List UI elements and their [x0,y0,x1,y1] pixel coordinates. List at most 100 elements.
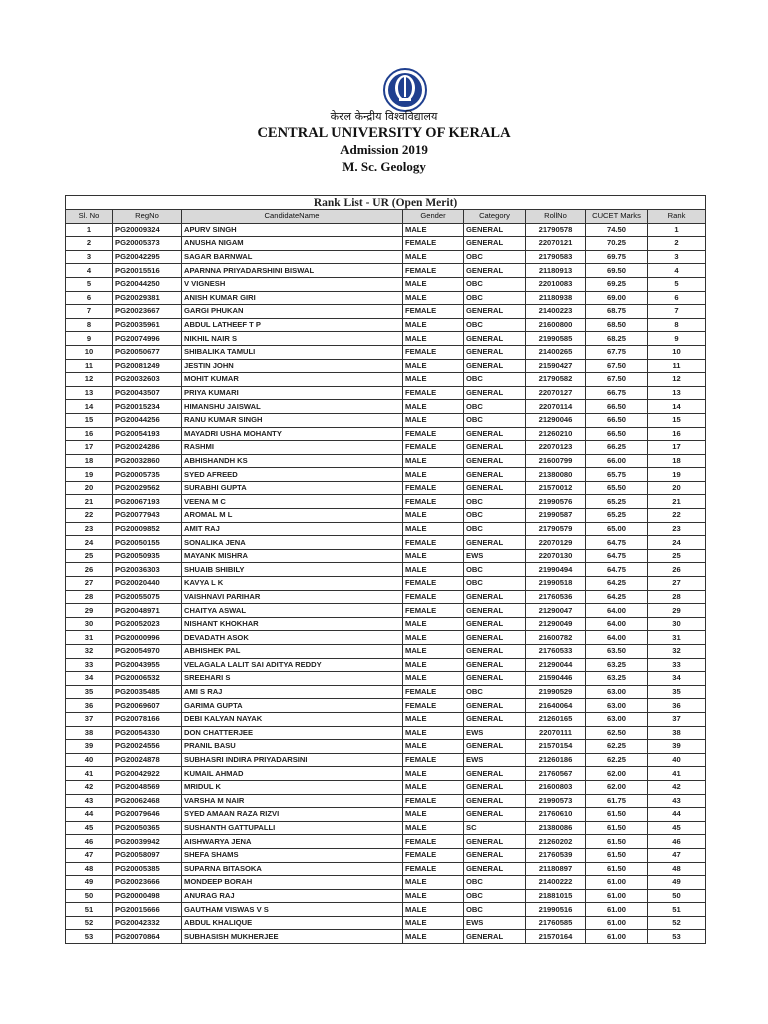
cell-rank: 46 [646,834,707,849]
cell-sl-no: 33 [65,657,113,673]
cell-reg-no: PG20050155 [112,535,182,550]
cell-rank: 43 [646,793,707,809]
cell-category: OBC [463,684,526,700]
cell-cucet-marks: 66.00 [585,453,648,469]
cell-reg-no: PG20054330 [112,725,182,741]
cell-gender: MALE [402,888,464,904]
cell-roll-no: 21600782 [525,630,586,645]
cell-cucet-marks: 66.25 [585,440,648,455]
cell-category: OBC [463,576,526,591]
cell-roll-no: 21990518 [525,576,586,591]
cell-rank: 50 [646,888,707,904]
cell-cucet-marks: 63.00 [585,698,648,713]
cell-candidate-name: PRIYA KUMARI [181,385,403,401]
table-row: 10 PG20050677 SHIBALIKA TAMULI FEMALE GENERA… [65,344,707,360]
cell-roll-no: 21600800 [525,317,586,333]
table-row: 13 PG20043507 PRIYA KUMARI FEMALE GENERAL 220… [65,385,707,401]
cell-gender: MALE [402,562,464,578]
cell-candidate-name: SAGAR BARNWAL [181,249,403,265]
cell-sl-no: 14 [65,399,113,414]
cell-cucet-marks: 65.25 [585,508,648,523]
cell-candidate-name: KAVYA L K [181,576,403,591]
cell-category: OBC [463,508,526,523]
cell-gender: MALE [402,766,464,781]
cell-roll-no: 21400222 [525,875,586,890]
cell-roll-no: 22070123 [525,440,586,455]
cell-rank: 9 [646,331,707,346]
cell-candidate-name: ANUSHA NIGAM [181,236,403,251]
cell-reg-no: PG20043955 [112,657,182,673]
cell-reg-no: PG20042295 [112,249,182,265]
cell-reg-no: PG20015234 [112,399,182,414]
column-header-category: Category [463,209,526,224]
rank-list-table: Rank List - UR (Open Merit) Sl. No RegNo C… [64,195,707,945]
cell-sl-no: 2 [65,236,113,251]
cell-rank: 15 [646,412,707,428]
cell-reg-no: PG20042922 [112,766,182,781]
cell-roll-no: 21760610 [525,807,586,822]
cell-candidate-name: GARIMA GUPTA [181,698,403,713]
table-row: 36 PG20069607 GARIMA GUPTA FEMALE GENERAL 216… [65,698,707,713]
table-row: 2 PG20005373 ANUSHA NIGAM FEMALE GENERAL 2207… [65,236,707,251]
cell-sl-no: 51 [65,902,113,917]
cell-rank: 1 [646,222,707,238]
table-row: 4 PG20015516 APARNNA PRIYADARSHINI BISWAL F… [65,263,707,278]
university-name-hindi: केरल केन्द्रीय विश्वविद्यालय [330,110,438,123]
cell-candidate-name: MAYANK MISHRA [181,548,403,564]
cell-gender: MALE [402,929,464,945]
cell-rank: 34 [646,671,707,686]
cell-rank: 36 [646,698,707,713]
cell-gender: MALE [402,249,464,265]
cell-roll-no: 21180938 [525,290,586,306]
table-row: 28 PG20055075 VAISHNAVI PARIHAR FEMALE GENER… [65,589,707,605]
cell-rank: 17 [646,440,707,455]
table-row: 45 PG20050365 SUSHANTH GATTUPALLI MALE SC 213… [65,820,707,836]
cell-roll-no: 21290046 [525,412,586,428]
cell-cucet-marks: 61.00 [585,915,648,931]
table-row: 49 PG20023666 MONDEEP BORAH MALE OBC 21400222… [65,875,707,890]
cell-reg-no: PG20048971 [112,603,182,618]
cell-gender: FEMALE [402,535,464,550]
cell-rank: 11 [646,358,707,374]
table-row: 21 PG20067193 VEENA M C FEMALE OBC 21990576 65… [65,494,707,510]
cell-rank: 4 [646,263,707,278]
cell-gender: FEMALE [402,440,464,455]
cell-gender: MALE [402,521,464,537]
cell-candidate-name: MAYADRI USHA MOHANTY [181,426,403,442]
cell-roll-no: 21290044 [525,657,586,673]
cell-roll-no: 21881015 [525,888,586,904]
cell-roll-no: 21990573 [525,793,586,809]
cell-candidate-name: VARSHA M NAIR [181,793,403,809]
cell-roll-no: 21990576 [525,494,586,510]
cell-rank: 8 [646,317,707,333]
cell-sl-no: 28 [65,589,113,605]
cell-cucet-marks: 61.50 [585,807,648,822]
cell-sl-no: 13 [65,385,113,401]
cell-roll-no: 21790578 [525,222,586,238]
cell-cucet-marks: 69.50 [585,263,648,278]
cell-rank: 23 [646,521,707,537]
cell-gender: MALE [402,725,464,741]
cell-cucet-marks: 68.75 [585,304,648,319]
cell-category: GENERAL [463,440,526,455]
cell-sl-no: 35 [65,684,113,700]
cell-sl-no: 48 [65,861,113,877]
column-header-cucet-marks: CUCET Marks [585,209,648,224]
cell-roll-no: 21290047 [525,603,586,618]
cell-gender: FEMALE [402,480,464,496]
cell-gender: MALE [402,875,464,890]
cell-cucet-marks: 61.00 [585,875,648,890]
cell-sl-no: 10 [65,344,113,360]
cell-gender: MALE [402,317,464,333]
cell-reg-no: PG20070864 [112,929,182,945]
cell-cucet-marks: 63.00 [585,684,648,700]
cell-rank: 13 [646,385,707,401]
cell-roll-no: 21600799 [525,453,586,469]
cell-cucet-marks: 68.25 [585,331,648,346]
cell-candidate-name: GAUTHAM VISWAS V S [181,902,403,917]
cell-cucet-marks: 66.50 [585,412,648,428]
cell-reg-no: PG20000996 [112,630,182,645]
cell-sl-no: 4 [65,263,113,278]
cell-cucet-marks: 61.50 [585,834,648,849]
cell-candidate-name: AMIT RAJ [181,521,403,537]
